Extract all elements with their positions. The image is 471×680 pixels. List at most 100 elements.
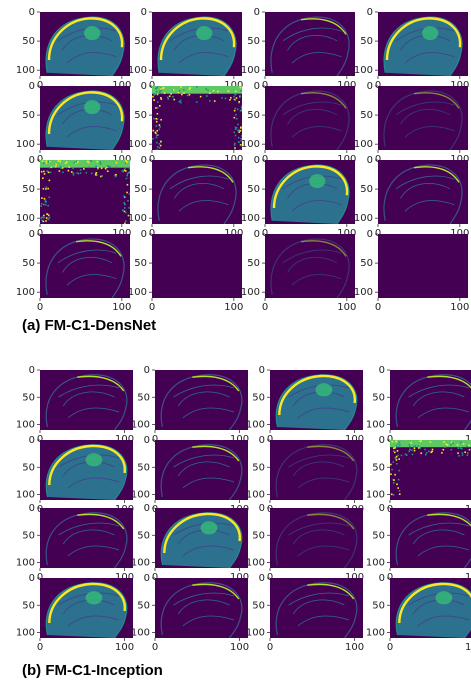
map-noise <box>115 161 118 164</box>
x-tick-label: 100 <box>337 154 356 165</box>
map-structure <box>77 514 124 529</box>
map-noise <box>127 199 129 202</box>
map-noise <box>413 447 416 450</box>
map-noise <box>152 129 155 132</box>
map-noise <box>412 445 415 448</box>
map-noise <box>234 147 236 149</box>
map-noise <box>234 134 237 137</box>
map-structure <box>396 583 471 638</box>
map-noise <box>72 167 74 170</box>
map-noise <box>104 167 107 170</box>
map-noise <box>393 479 395 481</box>
map-noise <box>45 160 48 162</box>
x-tick-label: 0 <box>387 642 393 653</box>
map-noise <box>459 447 462 449</box>
map-structure <box>387 18 460 60</box>
map-noise <box>44 200 47 203</box>
y-tick-label: 0 <box>254 155 260 166</box>
map-noise <box>155 136 158 139</box>
y-tick-label: 50 <box>22 36 35 47</box>
map-noise <box>42 187 45 190</box>
map-noise <box>77 172 80 175</box>
x-tick-label: 0 <box>152 572 158 583</box>
y-tick-label: 100 <box>241 139 260 150</box>
x-tick-label: 0 <box>375 80 381 91</box>
map-noise <box>97 166 99 169</box>
map-noise <box>122 170 125 173</box>
map-noise <box>229 99 231 101</box>
map-structure <box>307 584 354 599</box>
y-tick-label: 50 <box>252 462 265 473</box>
y-tick-label: 50 <box>247 36 260 47</box>
y-tick-label: 100 <box>16 628 35 639</box>
map-background <box>265 12 355 76</box>
x-tick-label: 100 <box>450 302 469 313</box>
map-noise <box>239 143 242 146</box>
x-tick-label: 100 <box>345 434 364 445</box>
map-structure <box>276 375 357 430</box>
map-blob <box>422 26 439 41</box>
x-tick-label: 100 <box>224 302 243 313</box>
feature-map <box>270 508 363 568</box>
y-tick-label: 100 <box>241 287 260 298</box>
caption: (a) FM-C1-DensNet <box>22 317 156 334</box>
y-tick-label: 0 <box>379 365 385 376</box>
map-structure <box>418 408 469 418</box>
map-noise <box>106 170 109 172</box>
map-noise <box>409 445 411 448</box>
map-noise <box>404 453 407 456</box>
map-noise <box>101 175 104 177</box>
map-noise <box>124 207 126 209</box>
map-noise <box>413 449 416 452</box>
map-noise <box>156 146 159 148</box>
map-noise <box>234 149 236 150</box>
y-tick-label: 50 <box>372 462 385 473</box>
map-noise <box>430 451 433 454</box>
y-tick-label: 100 <box>366 628 385 639</box>
map-structure <box>58 250 117 263</box>
map-structure <box>399 584 471 623</box>
y-tick-label: 100 <box>128 65 147 76</box>
map-noise <box>155 117 158 120</box>
map-noise <box>237 123 239 126</box>
x-tick-label: 0 <box>152 434 158 445</box>
map-noise <box>466 454 469 456</box>
map-structure <box>288 109 338 124</box>
map-noise <box>59 165 62 168</box>
map-noise <box>398 489 401 492</box>
map-noise <box>124 203 126 206</box>
map-structure <box>293 530 344 544</box>
feature-map <box>270 370 363 430</box>
map-noise <box>162 87 165 89</box>
map-noise <box>159 90 161 92</box>
map-structure <box>401 35 451 50</box>
map-structure <box>293 462 344 476</box>
map-noise <box>124 162 127 164</box>
y-tick-label: 50 <box>252 530 265 541</box>
map-noise <box>127 171 130 174</box>
map-noise <box>126 223 129 224</box>
map-noise <box>461 452 464 454</box>
y-tick-label: 50 <box>22 392 35 403</box>
map-noise <box>236 108 239 111</box>
map-noise <box>128 167 130 169</box>
map-noise <box>398 458 401 460</box>
x-tick-label: 100 <box>337 80 356 91</box>
map-structure <box>413 530 464 544</box>
map-structure <box>183 478 234 488</box>
map-noise <box>156 112 159 115</box>
x-tick-label: 100 <box>345 572 364 583</box>
y-tick-label: 100 <box>366 490 385 501</box>
feature-map <box>40 440 133 500</box>
map-noise <box>399 444 401 446</box>
map-background <box>378 86 468 150</box>
map-noise <box>124 170 127 172</box>
map-noise <box>240 127 242 129</box>
y-tick-label: 100 <box>131 490 150 501</box>
map-noise <box>167 98 170 100</box>
map-blob <box>200 521 218 535</box>
map-noise <box>152 137 154 140</box>
map-noise <box>429 441 432 443</box>
y-tick-label: 50 <box>247 110 260 121</box>
map-noise <box>159 126 161 128</box>
